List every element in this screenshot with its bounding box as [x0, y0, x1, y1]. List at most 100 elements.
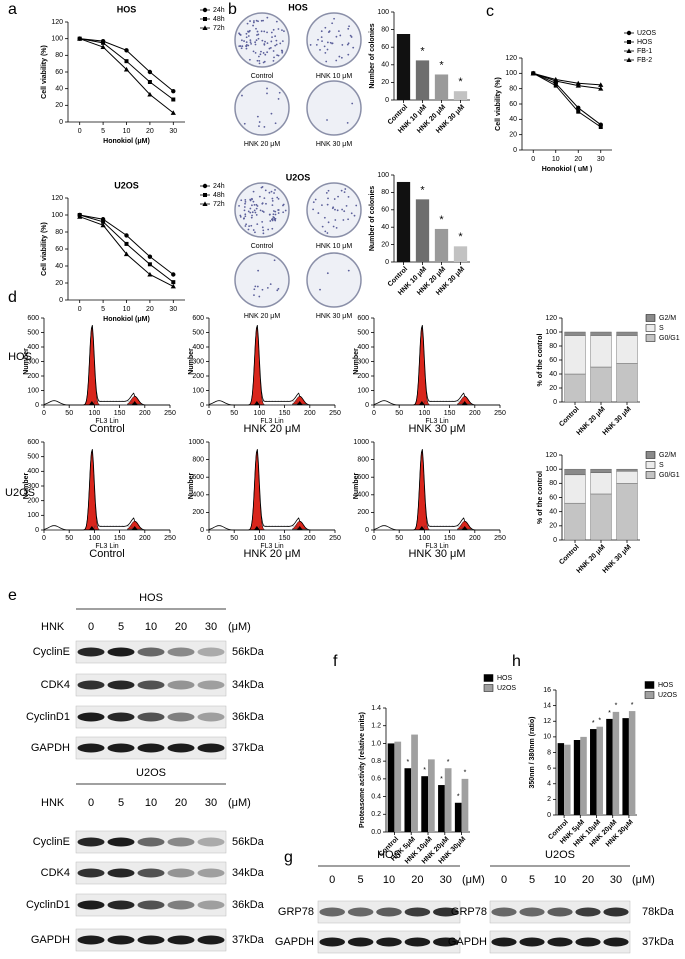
y-tick-label: 0	[35, 402, 39, 409]
colony	[264, 53, 267, 56]
band	[519, 937, 545, 947]
colony	[245, 223, 248, 226]
colony	[260, 186, 263, 189]
panel-letter: h	[512, 653, 521, 670]
dose: 0	[501, 874, 507, 886]
y-tick-label: 0.2	[371, 811, 381, 818]
y-tick-label: 60	[381, 44, 389, 51]
plate	[234, 80, 290, 136]
dose: 30	[610, 874, 622, 886]
y-tick-label: 100	[545, 329, 557, 336]
line	[533, 72, 601, 86]
colony	[243, 122, 246, 125]
colony	[247, 44, 250, 47]
legend-label: 48h	[213, 16, 225, 23]
y-tick-label: 0	[365, 527, 369, 534]
s-phase	[94, 400, 133, 406]
size-label: 78kDa	[642, 906, 675, 918]
colony	[263, 125, 266, 128]
colony	[335, 35, 338, 38]
colony	[319, 288, 321, 291]
flow-caption: HNK 20 μM	[243, 423, 300, 435]
y-tick-label: 4	[547, 781, 551, 788]
colony	[252, 229, 255, 231]
band	[167, 935, 195, 945]
dose: 30	[205, 797, 217, 809]
legend-swatch	[644, 681, 655, 689]
colony	[347, 27, 350, 30]
band	[137, 680, 165, 690]
colony	[252, 190, 255, 193]
plate	[306, 12, 362, 68]
bar	[461, 778, 469, 832]
bar	[387, 743, 395, 832]
dose-unit: (μM)	[632, 874, 655, 886]
bar-segment	[564, 474, 586, 504]
bar-segment	[616, 335, 638, 364]
colony	[272, 50, 275, 52]
colony	[274, 217, 277, 220]
x-tick-label: 0	[531, 156, 535, 163]
band	[107, 712, 135, 722]
colony	[321, 40, 323, 43]
treatment: HNK	[41, 621, 65, 633]
y-tick-label: 120	[51, 19, 63, 26]
g1-peak	[83, 449, 101, 530]
band	[319, 937, 345, 947]
y-tick-label: 120	[545, 452, 557, 459]
peak-marker	[461, 526, 468, 530]
dose: 10	[145, 797, 157, 809]
colony	[271, 227, 274, 230]
legend-label: 24h	[213, 183, 225, 190]
colony	[339, 34, 342, 37]
band	[197, 935, 225, 945]
y-tick-label: 80	[55, 229, 63, 236]
legend-swatch	[483, 684, 494, 692]
colony	[281, 49, 283, 52]
y-tick-label: 80	[549, 480, 557, 487]
bar	[434, 228, 449, 262]
colony	[253, 294, 255, 297]
y-axis-label: Number	[353, 348, 360, 375]
dose: 10	[383, 874, 395, 886]
y-tick-label: 300	[27, 483, 39, 490]
colony	[272, 28, 275, 31]
y-tick-label: 0.8	[371, 758, 381, 765]
band	[137, 712, 165, 722]
g1-peak	[413, 325, 431, 405]
annotation: *	[458, 231, 463, 243]
annotation: *	[464, 770, 467, 777]
y-tick-label: 14	[543, 702, 551, 709]
y-axis-label: Number	[353, 473, 360, 500]
y-tick-label: 20	[55, 102, 63, 109]
colony	[253, 203, 256, 206]
y-tick-label: 20	[381, 241, 389, 248]
colony	[258, 121, 261, 123]
band	[167, 647, 195, 657]
point	[101, 219, 106, 224]
dose: 0	[88, 621, 94, 633]
colony	[266, 286, 269, 289]
y-tick-label: 60	[55, 246, 63, 253]
colony	[245, 45, 248, 48]
y-tick-label: 80	[549, 343, 557, 350]
y-tick-label: 12	[543, 718, 551, 725]
band	[603, 937, 629, 947]
colony	[263, 43, 266, 45]
colony	[242, 217, 245, 220]
y-tick-label: 300	[357, 358, 369, 365]
plate	[234, 252, 290, 308]
band	[77, 868, 105, 878]
band	[197, 647, 225, 657]
y-tick-label: 60	[381, 207, 389, 214]
band	[77, 712, 105, 722]
plate-label: HNK 20 μM	[244, 313, 280, 320]
s-phase	[424, 400, 463, 406]
colony	[272, 60, 275, 62]
plate-label: Control	[251, 73, 274, 80]
x-tick-label: 0	[207, 410, 211, 417]
x-tick-label: 100	[89, 535, 101, 542]
x-tick-label: 150	[114, 535, 126, 542]
peak-marker	[296, 526, 303, 530]
